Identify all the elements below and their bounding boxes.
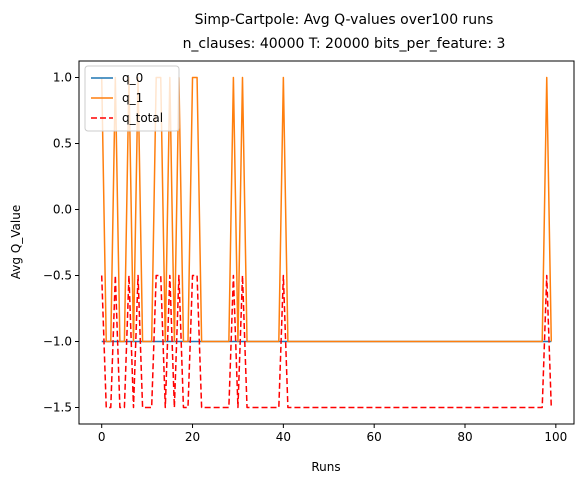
y-tick-label: 0.0 bbox=[53, 203, 72, 217]
x-tick-label: 80 bbox=[457, 430, 472, 444]
series-line-q-total bbox=[100, 274, 553, 409]
y-axis: −1.5 −1.0 −0.5 0.0 0.5 1.0 bbox=[43, 71, 79, 415]
x-tick-label: 40 bbox=[276, 430, 291, 444]
x-tick-label: 0 bbox=[98, 430, 106, 444]
chart-title: Simp-Cartpole: Avg Q-values over100 runs bbox=[195, 12, 494, 28]
legend-label: q_0 bbox=[122, 71, 143, 85]
legend: q_0 q_1 q_total bbox=[84, 65, 180, 132]
x-tick-label: 60 bbox=[367, 430, 382, 444]
series-line-q-1 bbox=[100, 76, 553, 343]
plot-frame bbox=[78, 60, 575, 425]
y-tick-label: 0.5 bbox=[53, 137, 72, 151]
x-axis: 0 20 40 60 80 100 bbox=[98, 424, 567, 444]
x-tick-label: 20 bbox=[185, 430, 200, 444]
series-layer bbox=[100, 76, 553, 409]
y-tick-label: −0.5 bbox=[43, 269, 72, 283]
chart-subtitle: n_clauses: 40000 T: 20000 bits_per_featu… bbox=[183, 36, 506, 52]
legend-box bbox=[84, 65, 180, 132]
x-tick-label: 100 bbox=[544, 430, 567, 444]
y-tick-label: −1.5 bbox=[43, 401, 72, 415]
y-axis-label: Avg Q_Value bbox=[9, 205, 23, 279]
y-tick-label: 1.0 bbox=[53, 71, 72, 85]
y-tick-label: −1.0 bbox=[43, 335, 72, 349]
legend-label: q_1 bbox=[122, 91, 143, 105]
x-axis-label: Runs bbox=[311, 460, 340, 474]
legend-label: q_total bbox=[122, 111, 163, 125]
plot-area bbox=[78, 60, 575, 425]
